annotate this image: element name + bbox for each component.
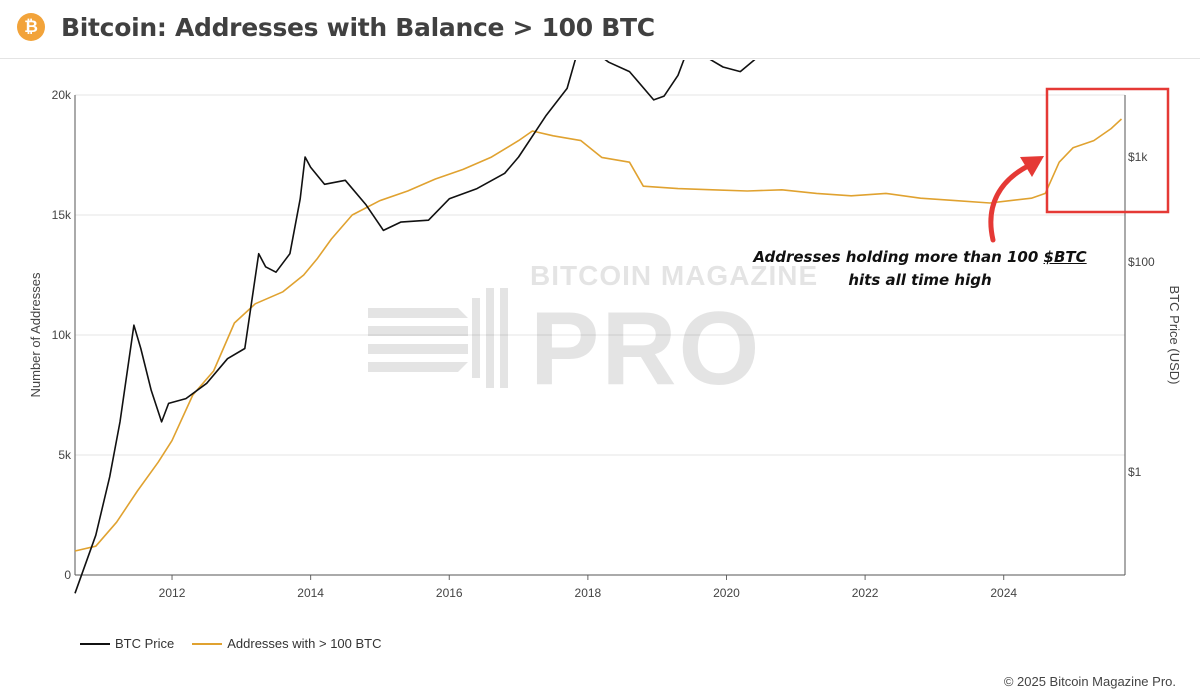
- legend-item-addresses[interactable]: Addresses with > 100 BTC: [192, 636, 382, 651]
- y-left-tick-label: 15k: [52, 208, 72, 222]
- legend-swatch-btc: [80, 642, 110, 645]
- legend-swatch-addresses: [192, 642, 223, 645]
- chart-area: 05k10k15k20k$1$100$1k$10k$100k2012201420…: [28, 60, 1182, 600]
- y-right-tick-label: $1: [1128, 465, 1142, 479]
- y-right-tick-label: $100: [1128, 255, 1155, 269]
- y-right-axis-title: BTC Price (USD): [1167, 286, 1182, 385]
- chart-title: Bitcoin: Addresses with Balance > 100 BT…: [61, 13, 655, 42]
- annotation-text-after: hits all time high: [848, 271, 992, 289]
- x-tick-label: 2022: [852, 586, 879, 600]
- highlight-group: [988, 87, 1170, 243]
- copyright-text: © 2025 Bitcoin Magazine Pro.: [1003, 674, 1176, 689]
- annotation-text-before: Addresses holding more than 100: [753, 248, 1044, 266]
- series-line-addresses: [74, 118, 1123, 552]
- y-left-axis-title: Number of Addresses: [28, 272, 43, 398]
- arrow-head-icon: [1020, 156, 1044, 177]
- watermark-line2: PRO: [530, 291, 762, 407]
- highlight-box: [1045, 87, 1170, 214]
- y-right-tick-label: $1k: [1128, 150, 1148, 164]
- watermark: BITCOIN MAGAZINE PRO: [368, 258, 838, 408]
- legend-label-addresses: Addresses with > 100 BTC: [227, 636, 382, 651]
- legend-label-btc: BTC Price: [115, 636, 175, 651]
- axes: [74, 95, 1126, 580]
- y-left-tick-label: 0: [64, 568, 71, 582]
- x-tick-label: 2016: [436, 586, 463, 600]
- x-tick-label: 2020: [713, 586, 740, 600]
- x-tick-label: 2024: [990, 586, 1017, 600]
- legend-item-btc[interactable]: BTC Price: [80, 636, 174, 651]
- y-left-tick-label: 10k: [52, 328, 72, 342]
- y-left-tick-label: 5k: [58, 448, 72, 462]
- x-tick-label: 2012: [159, 586, 186, 600]
- chart-header: ₿ Bitcoin: Addresses with Balance > 100 …: [0, 0, 1200, 59]
- watermark-logo-icon: [368, 288, 508, 388]
- series-line-btc-price: [74, 60, 756, 594]
- watermark-line1: BITCOIN MAGAZINE: [530, 260, 819, 291]
- bitcoin-logo-icon: ₿: [17, 13, 45, 41]
- tick-labels: 05k10k15k20k$1$100$1k$10k$100k2012201420…: [28, 88, 1182, 600]
- x-tick-label: 2018: [575, 586, 602, 600]
- y-left-tick-label: 20k: [52, 88, 72, 102]
- x-tick-label: 2014: [297, 586, 324, 600]
- annotation-text: Addresses holding more than 100 $BTC hit…: [720, 246, 1120, 292]
- annotation-arrow: [988, 162, 1033, 243]
- annotation-tag: $BTC: [1043, 248, 1087, 266]
- series-lines: [74, 60, 1123, 594]
- legend: BTC Price Addresses with > 100 BTC: [80, 636, 400, 651]
